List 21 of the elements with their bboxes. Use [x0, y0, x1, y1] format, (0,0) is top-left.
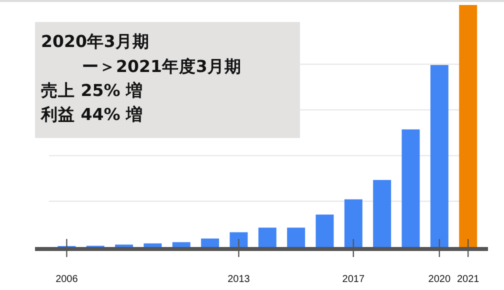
bar	[316, 214, 334, 247]
x-tick-label: 2017	[342, 274, 365, 285]
x-tick-label: 2006	[56, 274, 78, 285]
annotation: 売上 25% 増	[41, 80, 143, 100]
bar	[258, 228, 276, 247]
bar	[230, 232, 248, 247]
bar	[430, 65, 448, 247]
bar	[144, 243, 162, 247]
bar	[201, 238, 220, 247]
bar	[344, 199, 362, 247]
bar	[287, 228, 306, 247]
bar	[172, 242, 190, 247]
x-tick-label: 2020	[428, 274, 451, 285]
bar	[459, 5, 478, 247]
bar	[373, 180, 392, 247]
x-tick-label: 2021	[456, 274, 480, 285]
annotation: 2020年3月期	[41, 32, 150, 51]
annotation: ー＞2021年度3月期	[82, 57, 242, 76]
annotation: 利益 44% 増	[40, 104, 143, 124]
x-tick-label: 2013	[228, 274, 250, 285]
bar	[402, 129, 420, 247]
